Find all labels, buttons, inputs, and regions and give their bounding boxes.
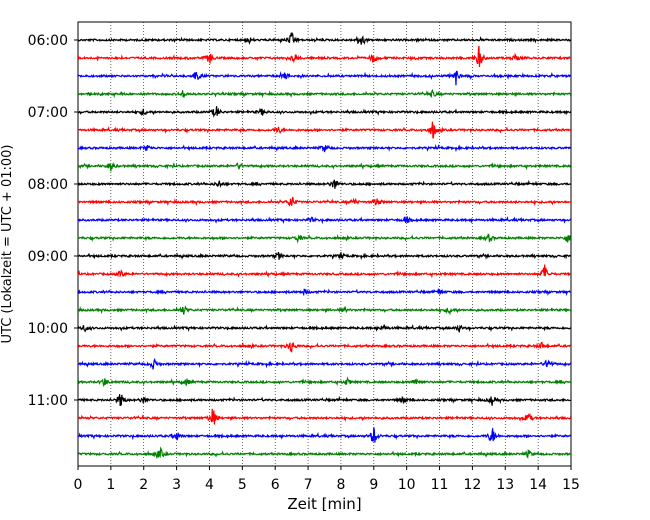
y-tick-label: 11:00 bbox=[28, 393, 68, 409]
traces bbox=[78, 31, 571, 460]
trace-0900 bbox=[78, 251, 571, 261]
trace-1115 bbox=[78, 408, 571, 425]
y-tick-label: 10:00 bbox=[28, 321, 68, 337]
trace-0600 bbox=[78, 31, 571, 45]
plot-area-frame bbox=[77, 21, 572, 467]
x-tick-label: 11 bbox=[431, 477, 449, 493]
trace-0730 bbox=[78, 143, 571, 153]
x-tick-label: 6 bbox=[271, 477, 280, 493]
trace-0915 bbox=[78, 264, 571, 279]
x-tick-label: 9 bbox=[369, 477, 378, 493]
y-tick-label: 06:00 bbox=[28, 33, 68, 49]
y-tick-label: 09:00 bbox=[28, 249, 68, 265]
x-tick-label: 12 bbox=[463, 477, 481, 493]
trace-0630 bbox=[78, 70, 571, 86]
trace-1030 bbox=[78, 357, 571, 370]
trace-0830 bbox=[78, 215, 571, 225]
trace-1145 bbox=[78, 446, 571, 460]
trace-0615 bbox=[78, 45, 571, 67]
x-tick-label: 15 bbox=[562, 477, 580, 493]
trace-1000 bbox=[78, 323, 571, 333]
trace-0800 bbox=[78, 179, 571, 189]
y-axis-label: UTC (Lokalzeit = UTC + 01:00) bbox=[0, 145, 15, 344]
trace-0845 bbox=[78, 233, 571, 244]
x-tick-label: 5 bbox=[238, 477, 247, 493]
y-tick-label: 07:00 bbox=[28, 105, 68, 121]
x-tick-label: 4 bbox=[205, 477, 214, 493]
trace-0715 bbox=[78, 121, 571, 139]
trace-0815 bbox=[78, 196, 571, 207]
x-axis-ticks: 0 1 2 3 4 5 6 7 8 9 10 11 12 13 14 15 bbox=[74, 466, 580, 493]
trace-0930 bbox=[78, 288, 571, 297]
trace-0945 bbox=[78, 305, 571, 316]
x-axis-label: Zeit [min] bbox=[287, 495, 361, 513]
trace-1045 bbox=[78, 376, 571, 388]
x-tick-label: 8 bbox=[336, 477, 345, 493]
x-tick-label: 14 bbox=[529, 477, 547, 493]
trace-1130 bbox=[78, 427, 571, 443]
x-tick-label: 10 bbox=[398, 477, 416, 493]
grid-lines bbox=[110, 22, 539, 466]
x-tick-label: 7 bbox=[304, 477, 313, 493]
y-tick-label: 08:00 bbox=[28, 177, 68, 193]
x-tick-label: 13 bbox=[496, 477, 514, 493]
trace-1100 bbox=[78, 394, 571, 406]
x-tick-label: 2 bbox=[139, 477, 148, 493]
x-tick-label: 3 bbox=[172, 477, 181, 493]
x-tick-label: 1 bbox=[106, 477, 115, 493]
trace-0700 bbox=[78, 106, 571, 118]
x-tick-label: 0 bbox=[74, 477, 83, 493]
trace-1015 bbox=[78, 341, 571, 353]
trace-0645 bbox=[78, 88, 571, 99]
y-axis-ticks: 06:00 07:00 08:00 09:00 10:00 11:00 bbox=[28, 33, 78, 409]
trace-0745 bbox=[78, 161, 571, 172]
